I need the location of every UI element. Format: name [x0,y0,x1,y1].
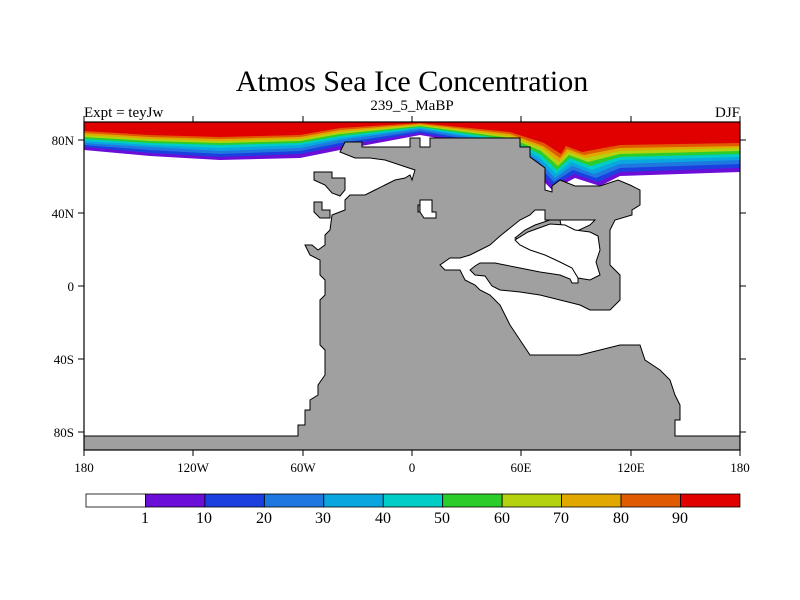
inland-sea-east [514,223,601,281]
x-axis-labels: 180 120W 60W 0 60E 120E 180 [74,460,750,475]
x-tick-label: 0 [409,460,416,475]
inland-seas [419,199,601,281]
landmass-northwest-island [313,171,346,197]
colorbar-label: 80 [613,510,629,527]
colorbar-label: 70 [553,510,569,527]
x-tick-label: 180 [74,460,94,475]
colorbar-label: 60 [494,510,510,527]
colorbar-box [501,493,562,508]
colorbar-box [442,493,503,508]
experiment-label: Expt = teyJw [84,105,163,121]
colorbar-box [145,493,206,508]
inland-sea-small [419,199,437,219]
y-tick-label: 80S [54,425,74,440]
x-tick-label: 120E [617,460,645,475]
pangaea-landmass [84,137,740,450]
colorbar-label: 40 [375,510,391,527]
x-tick-label: 60E [511,460,532,475]
figure-title: Atmos Sea Ice Concentration [236,65,588,98]
ice-band-90 [84,122,740,154]
y-tick-label: 80N [52,133,75,148]
colorbar-label: 1 [141,510,149,527]
y-tick-label: 0 [68,279,75,294]
colorbar-box [680,493,741,508]
colorbar-boxes [85,493,741,508]
colorbar-label: 30 [315,510,331,527]
y-tick-label: 40S [54,352,74,367]
colorbar-labels: 1 10 20 30 40 50 60 70 80 90 [141,510,688,527]
map-panel: 180 120W 60W 0 60E 120E 180 80N 40N 0 40… [52,116,750,475]
x-tick-label: 180 [730,460,750,475]
axis-ticks [78,116,746,456]
period-label: 239_5_MaBP [370,98,453,114]
colorbar-box [85,493,146,508]
landmass-west-islet [313,201,331,219]
y-axis-labels: 80N 40N 0 40S 80S [52,133,75,440]
sea-ice-field [84,122,740,190]
colorbar-box [323,493,384,508]
land-masses [84,137,740,450]
colorbar-box [620,493,681,508]
colorbar-label: 50 [434,510,450,527]
x-tick-label: 120W [177,460,210,475]
colorbar-box [263,493,325,508]
y-tick-label: 40N [52,206,75,221]
colorbar-box [382,493,444,508]
colorbar-box [561,493,622,508]
colorbar: 1 10 20 30 40 50 60 70 80 90 [85,493,741,527]
season-label: DJF [715,105,740,121]
colorbar-box [204,493,265,508]
colorbar-label: 90 [672,510,688,527]
colorbar-label: 10 [196,510,212,527]
colorbar-label: 20 [256,510,272,527]
x-tick-label: 60W [290,460,316,475]
